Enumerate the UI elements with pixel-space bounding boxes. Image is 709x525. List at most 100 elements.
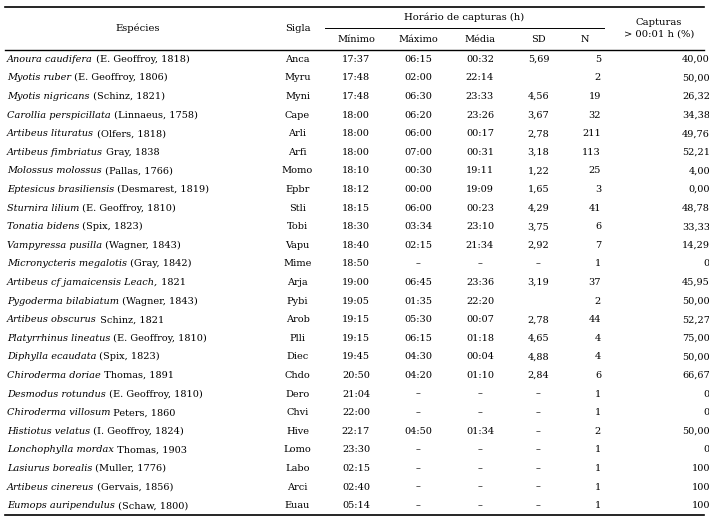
Text: 21:04: 21:04 bbox=[342, 390, 370, 398]
Text: Lonchophylla mordax: Lonchophylla mordax bbox=[7, 445, 114, 455]
Text: 49,76: 49,76 bbox=[682, 129, 709, 138]
Text: –: – bbox=[536, 445, 541, 455]
Text: Diec: Diec bbox=[286, 352, 308, 361]
Text: Gray, 1838: Gray, 1838 bbox=[103, 148, 160, 157]
Text: Diphylla ecaudata: Diphylla ecaudata bbox=[7, 352, 96, 361]
Text: Arli: Arli bbox=[289, 129, 306, 138]
Text: 18:10: 18:10 bbox=[342, 166, 370, 175]
Text: 2,84: 2,84 bbox=[527, 371, 549, 380]
Text: (Spix, 1823): (Spix, 1823) bbox=[96, 352, 160, 362]
Text: 34,38: 34,38 bbox=[682, 111, 709, 120]
Text: 17:48: 17:48 bbox=[342, 92, 370, 101]
Text: Stli: Stli bbox=[289, 204, 306, 213]
Text: 6: 6 bbox=[595, 371, 601, 380]
Text: –: – bbox=[536, 427, 541, 436]
Text: Mínimo: Mínimo bbox=[337, 35, 375, 44]
Text: 0: 0 bbox=[704, 259, 709, 268]
Text: 19:15: 19:15 bbox=[342, 334, 370, 343]
Text: 00:07: 00:07 bbox=[466, 315, 494, 324]
Text: Artibeus obscurus: Artibeus obscurus bbox=[7, 315, 96, 324]
Text: 113: 113 bbox=[582, 148, 601, 157]
Text: 18:00: 18:00 bbox=[342, 148, 370, 157]
Text: Myni: Myni bbox=[285, 92, 310, 101]
Text: Plli: Plli bbox=[289, 334, 306, 343]
Text: (Olfers, 1818): (Olfers, 1818) bbox=[94, 129, 166, 138]
Text: 5: 5 bbox=[595, 55, 601, 64]
Text: 02:40: 02:40 bbox=[342, 482, 370, 491]
Text: (E. Geoffroy, 1810): (E. Geoffroy, 1810) bbox=[79, 204, 176, 213]
Text: (Gervais, 1856): (Gervais, 1856) bbox=[94, 482, 174, 491]
Text: Artibeus lituratus: Artibeus lituratus bbox=[7, 129, 94, 138]
Text: 01:18: 01:18 bbox=[466, 334, 494, 343]
Text: 1,65: 1,65 bbox=[527, 185, 549, 194]
Text: 22:20: 22:20 bbox=[466, 297, 494, 306]
Text: 1: 1 bbox=[595, 445, 601, 455]
Text: Thomas, 1891: Thomas, 1891 bbox=[101, 371, 174, 380]
Text: Chvi: Chvi bbox=[286, 408, 308, 417]
Text: 04:50: 04:50 bbox=[404, 427, 432, 436]
Text: Carollia perspicillata: Carollia perspicillata bbox=[7, 111, 111, 120]
Text: Thomas, 1903: Thomas, 1903 bbox=[114, 445, 187, 455]
Text: SD: SD bbox=[531, 35, 546, 44]
Text: Histiotus velatus: Histiotus velatus bbox=[7, 427, 90, 436]
Text: 18:15: 18:15 bbox=[342, 204, 370, 213]
Text: 7: 7 bbox=[595, 241, 601, 250]
Text: Média: Média bbox=[464, 35, 496, 44]
Text: 00:30: 00:30 bbox=[404, 166, 432, 175]
Text: 1: 1 bbox=[595, 482, 601, 491]
Text: 06:30: 06:30 bbox=[404, 92, 432, 101]
Text: 1: 1 bbox=[595, 390, 601, 398]
Text: –: – bbox=[478, 482, 482, 491]
Text: Epbr: Epbr bbox=[285, 185, 310, 194]
Text: –: – bbox=[478, 464, 482, 473]
Text: Arfi: Arfi bbox=[289, 148, 307, 157]
Text: 50,00: 50,00 bbox=[682, 352, 709, 361]
Text: 211: 211 bbox=[582, 129, 601, 138]
Text: Vampyressa pusilla: Vampyressa pusilla bbox=[7, 241, 102, 250]
Text: 2,78: 2,78 bbox=[527, 129, 549, 138]
Text: –: – bbox=[478, 259, 482, 268]
Text: 3,18: 3,18 bbox=[527, 148, 549, 157]
Text: 01:10: 01:10 bbox=[466, 371, 494, 380]
Text: Pybi: Pybi bbox=[286, 297, 308, 306]
Text: 50,00: 50,00 bbox=[682, 297, 709, 306]
Text: N: N bbox=[581, 35, 589, 44]
Text: 0: 0 bbox=[704, 408, 709, 417]
Text: Cape: Cape bbox=[285, 111, 310, 120]
Text: 41: 41 bbox=[588, 204, 601, 213]
Text: 00:23: 00:23 bbox=[466, 204, 494, 213]
Text: 40,00: 40,00 bbox=[682, 55, 709, 64]
Text: Artibeus cinereus: Artibeus cinereus bbox=[7, 482, 94, 491]
Text: Myru: Myru bbox=[284, 74, 311, 82]
Text: 19:05: 19:05 bbox=[342, 297, 370, 306]
Text: 19:11: 19:11 bbox=[466, 166, 494, 175]
Text: 06:15: 06:15 bbox=[404, 334, 432, 343]
Text: Myotis ruber: Myotis ruber bbox=[7, 74, 71, 82]
Text: (Wagner, 1843): (Wagner, 1843) bbox=[119, 297, 198, 306]
Text: 33,33: 33,33 bbox=[682, 222, 709, 231]
Text: 32: 32 bbox=[588, 111, 601, 120]
Text: 00:32: 00:32 bbox=[466, 55, 494, 64]
Text: –: – bbox=[536, 482, 541, 491]
Text: Momo: Momo bbox=[282, 166, 313, 175]
Text: –: – bbox=[478, 445, 482, 455]
Text: 100: 100 bbox=[691, 464, 709, 473]
Text: 26,32: 26,32 bbox=[682, 92, 709, 101]
Text: 19:00: 19:00 bbox=[342, 278, 370, 287]
Text: 03:34: 03:34 bbox=[404, 222, 432, 231]
Text: 19:09: 19:09 bbox=[466, 185, 494, 194]
Text: 23:26: 23:26 bbox=[466, 111, 494, 120]
Text: 4,29: 4,29 bbox=[527, 204, 549, 213]
Text: 1: 1 bbox=[595, 464, 601, 473]
Text: Desmodus rotundus: Desmodus rotundus bbox=[7, 390, 106, 398]
Text: 02:15: 02:15 bbox=[404, 241, 432, 250]
Text: 100: 100 bbox=[691, 501, 709, 510]
Text: 05:14: 05:14 bbox=[342, 501, 370, 510]
Text: (Linnaeus, 1758): (Linnaeus, 1758) bbox=[111, 111, 198, 120]
Text: 19:15: 19:15 bbox=[342, 315, 370, 324]
Text: Vapu: Vapu bbox=[285, 241, 310, 250]
Text: 4,65: 4,65 bbox=[527, 334, 549, 343]
Text: (E. Geoffroy, 1818): (E. Geoffroy, 1818) bbox=[93, 55, 189, 64]
Text: 00:04: 00:04 bbox=[466, 352, 494, 361]
Text: Anca: Anca bbox=[285, 55, 310, 64]
